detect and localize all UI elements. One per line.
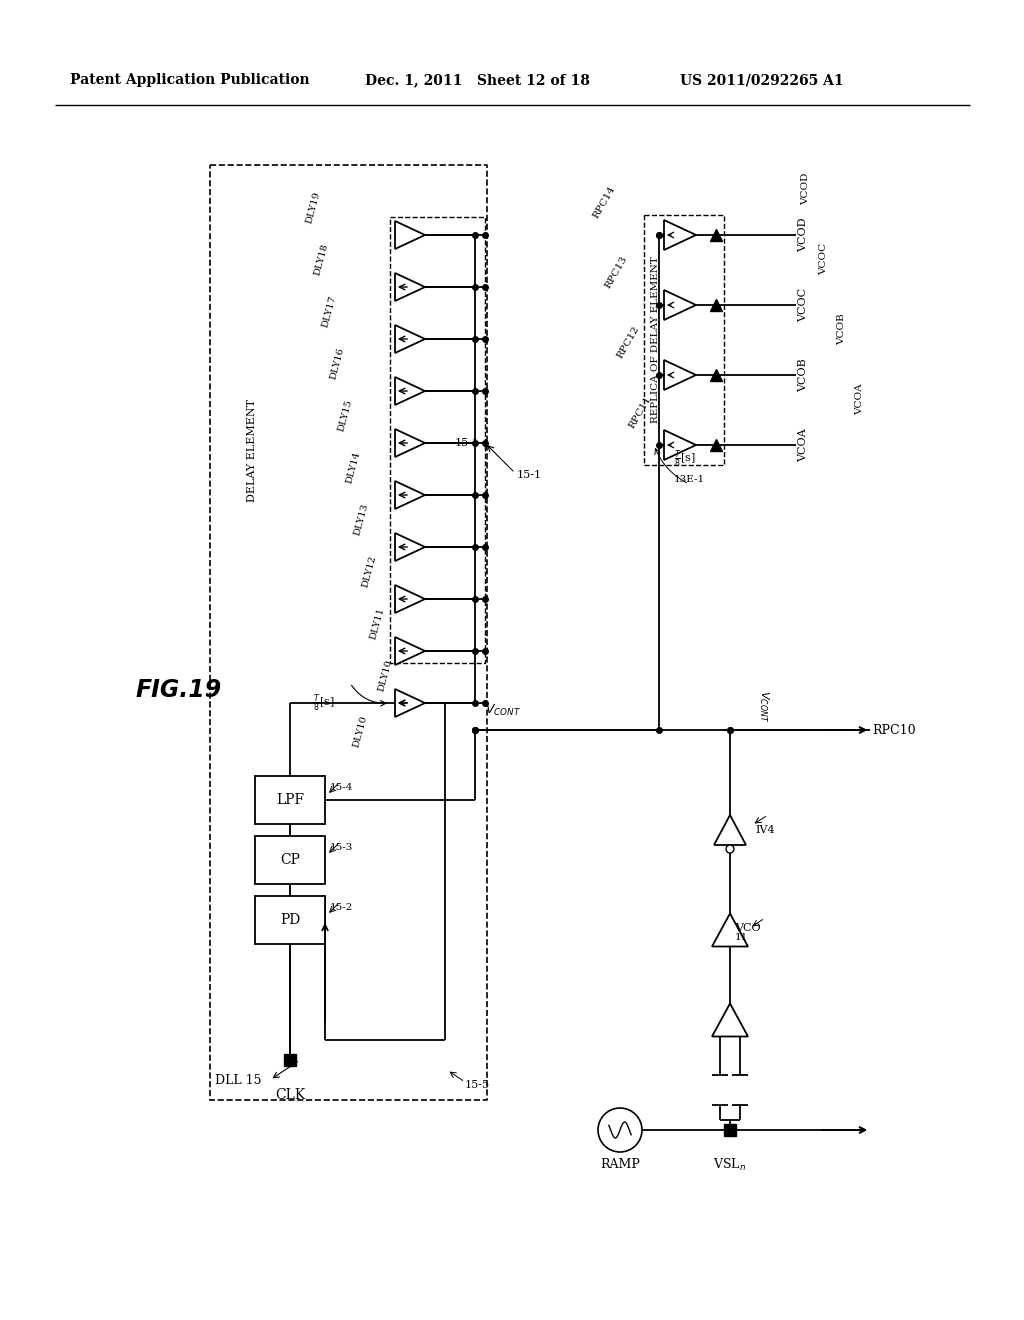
Text: $\frac{T}{8}$[s]: $\frac{T}{8}$[s]	[674, 449, 695, 470]
Text: DLY17: DLY17	[321, 294, 338, 329]
Polygon shape	[664, 290, 696, 319]
Circle shape	[726, 845, 734, 853]
Polygon shape	[395, 220, 425, 249]
Text: RPC14: RPC14	[591, 185, 616, 220]
Text: VCO: VCO	[735, 923, 761, 933]
Text: DLY11: DLY11	[369, 607, 386, 642]
Polygon shape	[395, 638, 425, 665]
Text: DLY12: DLY12	[360, 554, 378, 589]
Text: DLL 15: DLL 15	[215, 1073, 261, 1086]
Polygon shape	[395, 273, 425, 301]
Polygon shape	[395, 429, 425, 457]
Text: VCOB: VCOB	[798, 358, 808, 392]
Text: VCOD: VCOD	[802, 173, 811, 205]
Text: RPC11: RPC11	[627, 395, 653, 430]
Text: VSL$_n$: VSL$_n$	[714, 1156, 746, 1173]
Polygon shape	[395, 533, 425, 561]
Text: VCOA: VCOA	[855, 383, 864, 414]
Text: DLY18: DLY18	[312, 243, 330, 277]
Polygon shape	[664, 220, 696, 249]
Bar	[255, 776, 325, 824]
Text: 15-1: 15-1	[455, 438, 480, 447]
Polygon shape	[712, 1003, 748, 1036]
Text: PD: PD	[280, 913, 300, 927]
Text: 15-4: 15-4	[330, 784, 353, 792]
Text: FIG.19: FIG.19	[135, 678, 221, 702]
Text: VCOA: VCOA	[798, 428, 808, 462]
Text: $V_{CONT}$: $V_{CONT}$	[485, 702, 521, 718]
Text: DLY13: DLY13	[352, 503, 370, 537]
Polygon shape	[712, 913, 748, 946]
Text: 15-2: 15-2	[330, 903, 353, 912]
Text: 15-1: 15-1	[517, 470, 542, 480]
Polygon shape	[395, 585, 425, 612]
Text: DLY14: DLY14	[344, 451, 361, 484]
Text: VCOB: VCOB	[838, 313, 847, 345]
Text: DLY10: DLY10	[377, 659, 393, 693]
Text: RPC13: RPC13	[603, 255, 629, 290]
Polygon shape	[395, 325, 425, 352]
Text: DLY15: DLY15	[337, 399, 353, 433]
Text: Dec. 1, 2011   Sheet 12 of 18: Dec. 1, 2011 Sheet 12 of 18	[365, 73, 590, 87]
Circle shape	[598, 1107, 642, 1152]
Text: LPF: LPF	[275, 793, 304, 807]
Text: REPLICA OF DELAY ELEMENT: REPLICA OF DELAY ELEMENT	[651, 256, 660, 424]
Polygon shape	[395, 480, 425, 510]
Polygon shape	[395, 689, 425, 717]
Text: DLY16: DLY16	[329, 347, 345, 381]
Text: CP: CP	[280, 853, 300, 867]
Text: DLY19: DLY19	[304, 191, 322, 224]
Text: $\frac{T}{8}$[s]: $\frac{T}{8}$[s]	[313, 692, 335, 714]
Text: DELAY ELEMENT: DELAY ELEMENT	[247, 399, 257, 502]
Text: 15-5: 15-5	[465, 1080, 490, 1090]
Text: RPC12: RPC12	[615, 325, 641, 360]
Text: VCOC: VCOC	[798, 288, 808, 322]
Text: RAMP: RAMP	[600, 1159, 640, 1172]
Polygon shape	[714, 814, 746, 845]
Text: IV4: IV4	[755, 825, 774, 836]
Text: VCOC: VCOC	[819, 243, 828, 275]
Bar	[255, 836, 325, 884]
Polygon shape	[395, 378, 425, 405]
Polygon shape	[664, 430, 696, 459]
Text: RPC10: RPC10	[872, 723, 915, 737]
Text: CLK: CLK	[274, 1088, 305, 1102]
Text: 15-3: 15-3	[330, 843, 353, 853]
Text: $V_{CONT}$: $V_{CONT}$	[757, 690, 771, 722]
Text: US 2011/0292265 A1: US 2011/0292265 A1	[680, 73, 844, 87]
Text: DLY10: DLY10	[351, 715, 369, 748]
Text: VCOD: VCOD	[798, 218, 808, 252]
Text: Patent Application Publication: Patent Application Publication	[70, 73, 309, 87]
Text: 11: 11	[735, 933, 749, 942]
Polygon shape	[664, 360, 696, 389]
Bar	[255, 896, 325, 944]
Text: 13E-1: 13E-1	[674, 474, 706, 483]
